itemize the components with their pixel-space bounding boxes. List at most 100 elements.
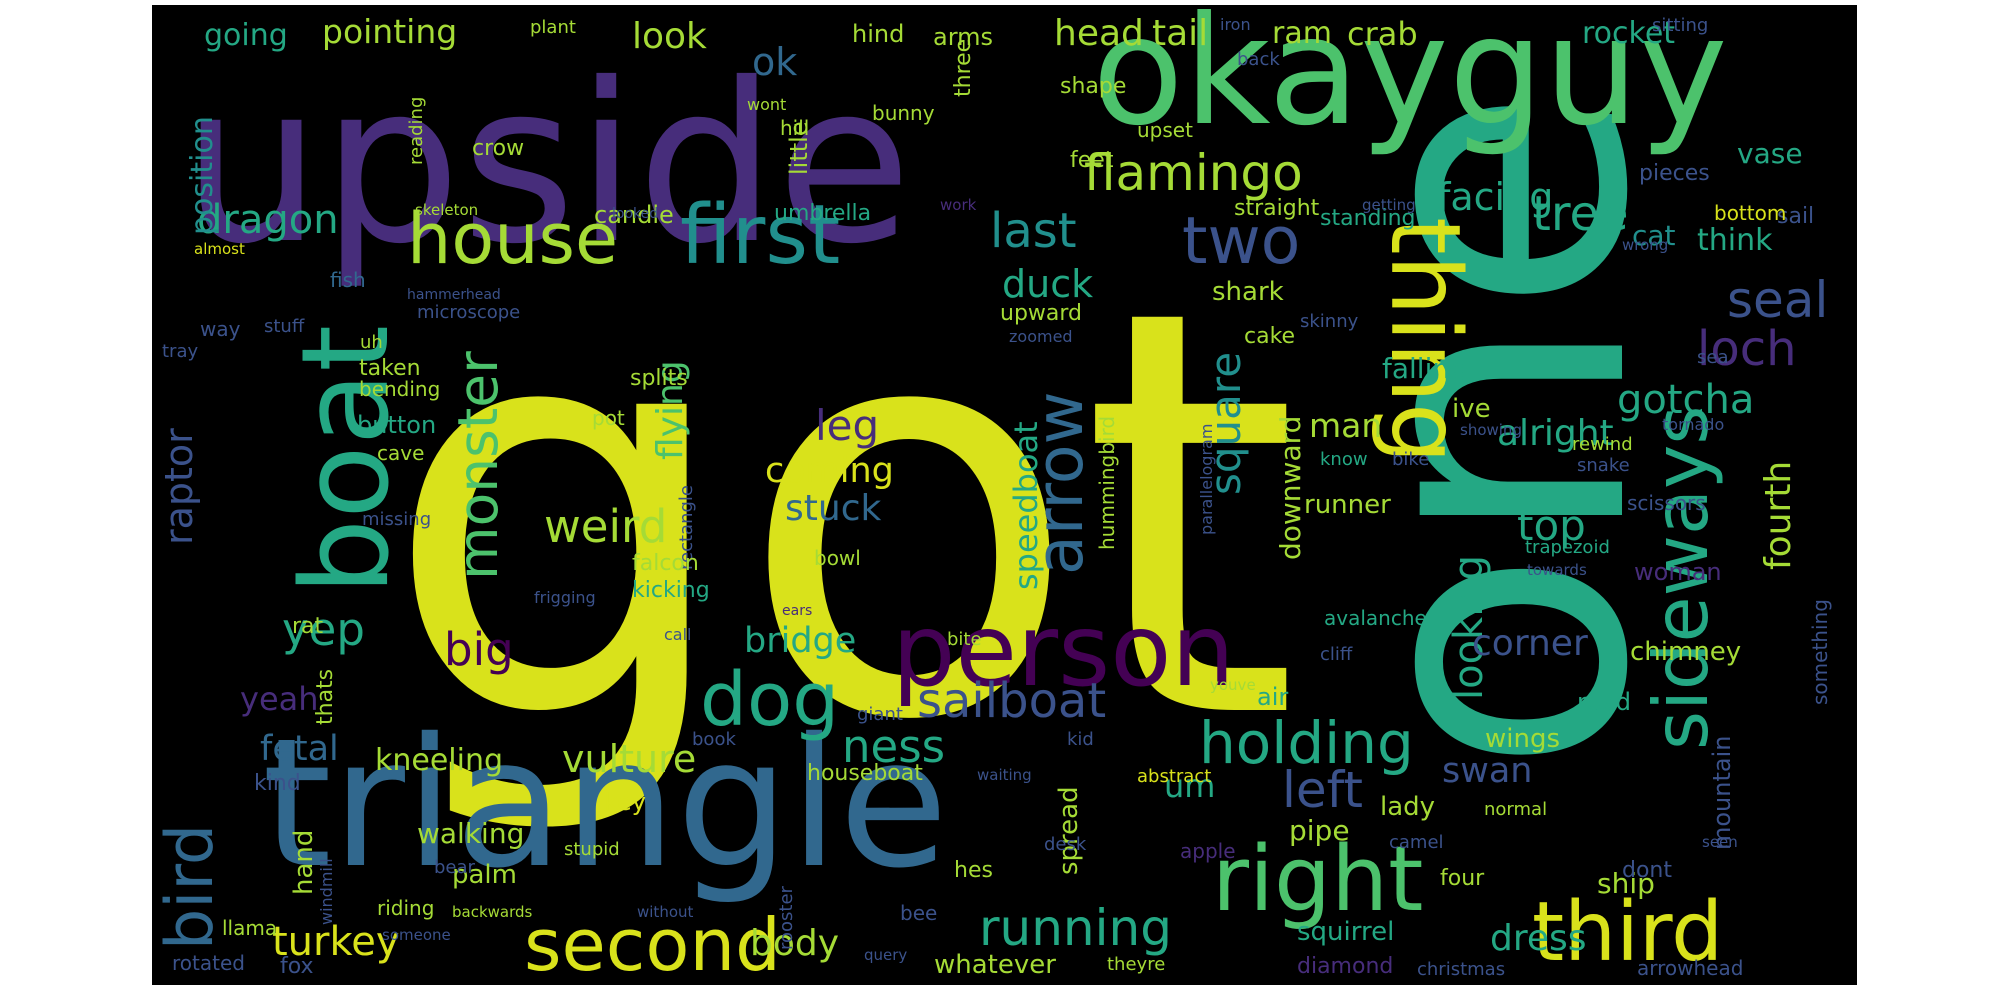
- word-weird: weird: [544, 500, 667, 553]
- word-got: got: [382, 191, 1300, 843]
- word-leg: leg: [815, 401, 879, 450]
- word-boat: boat: [277, 325, 416, 595]
- word-sailboat: sailboat: [917, 673, 1106, 729]
- word-book: book: [692, 729, 736, 750]
- word-reading: reading: [406, 97, 427, 165]
- word-square: square: [1201, 352, 1250, 495]
- word-dog: dog: [700, 657, 839, 743]
- word-four: four: [1440, 866, 1485, 891]
- word-windmill: windmill: [317, 858, 336, 925]
- word-normal: normal: [1484, 799, 1547, 820]
- word-getting: getting: [1362, 196, 1416, 214]
- word-um: um: [1164, 767, 1215, 805]
- word-call: call: [664, 625, 692, 644]
- word-way: way: [200, 317, 241, 341]
- word-sitting: sitting: [1652, 15, 1708, 36]
- word-fetal: fetal: [260, 729, 339, 769]
- word-candle: candle: [594, 201, 674, 229]
- word-bowl: bowl: [814, 546, 861, 570]
- word-rotated: rotated: [172, 951, 245, 975]
- word-ears: ears: [782, 603, 812, 619]
- word-cake: cake: [1244, 324, 1295, 349]
- word-rocket: rocket: [1582, 16, 1675, 51]
- word-trapezoid: trapezoid: [1525, 537, 1610, 558]
- word-hind: hind: [852, 20, 904, 48]
- word-thing: thing: [1369, 217, 1481, 464]
- word-speedboat: speedboat: [1007, 421, 1045, 590]
- word-something: something: [1808, 599, 1832, 705]
- word-fox: fox: [280, 954, 314, 979]
- word-coming: coming: [765, 451, 894, 491]
- word-theyre: theyre: [1107, 954, 1165, 975]
- word-waiting: waiting: [977, 766, 1032, 784]
- word-top: top: [1517, 501, 1586, 550]
- word-almost: almost: [194, 240, 245, 258]
- word-youve: youve: [1210, 676, 1256, 694]
- word-llama: llama: [222, 916, 277, 940]
- word-backwards: backwards: [452, 903, 533, 921]
- word-without: without: [637, 903, 694, 921]
- word-tray: tray: [162, 341, 198, 362]
- word-bite: bite: [947, 629, 982, 650]
- word-splits: splits: [630, 366, 688, 391]
- word-rewind: rewind: [1572, 434, 1633, 455]
- word-third: third: [1532, 885, 1723, 980]
- word-duck: duck: [1002, 262, 1093, 306]
- cloud-background: [152, 5, 1857, 985]
- word-arrow: arrow: [1023, 391, 1098, 575]
- word-palm: palm: [452, 860, 517, 890]
- word-body: body: [750, 923, 839, 964]
- word-bike: bike: [1392, 449, 1429, 470]
- word-holding: holding: [1199, 709, 1414, 777]
- word-thats: thats: [313, 669, 338, 725]
- word-kneeling: kneeling: [375, 743, 503, 778]
- word-upset: upset: [1137, 118, 1193, 142]
- word-frigging: frigging: [534, 588, 596, 607]
- word-feet: feet: [1070, 148, 1114, 173]
- word-mountain: mountain: [1708, 736, 1736, 850]
- word-rat: rat: [292, 614, 324, 639]
- word-triangle: triangle: [262, 700, 948, 907]
- word-left: left: [1282, 761, 1363, 819]
- word-first: first: [680, 188, 840, 283]
- word-tail: tail: [1152, 13, 1208, 54]
- word-gotcha: gotcha: [1617, 377, 1754, 423]
- word-standing: standing: [1320, 206, 1416, 231]
- word-bending: bending: [359, 377, 440, 401]
- word-swan: swan: [1442, 751, 1533, 791]
- word-yep: yep: [282, 603, 365, 656]
- word-walking: walking: [417, 817, 524, 850]
- word-shark: shark: [1212, 277, 1284, 307]
- word-bee: bee: [900, 901, 937, 925]
- word-raptor: raptor: [157, 428, 201, 545]
- word-spread: spread: [1054, 786, 1084, 875]
- word-key: key: [604, 788, 646, 816]
- word-houseboat: houseboat: [807, 761, 923, 786]
- word-microscope: microscope: [417, 302, 520, 323]
- word-running: running: [979, 899, 1172, 957]
- word-tree: tree: [1532, 186, 1629, 242]
- word-rooster: rooster: [776, 885, 797, 950]
- word-chimney: chimney: [1630, 637, 1741, 667]
- word-crow: crow: [472, 136, 524, 161]
- word-plant: plant: [530, 17, 576, 38]
- word-camel: camel: [1389, 832, 1444, 853]
- word-pipe: pipe: [1289, 814, 1350, 847]
- word-stupid: stupid: [564, 839, 620, 860]
- word-upside: upside: [182, 36, 912, 292]
- word-bottom: bottom: [1714, 201, 1786, 225]
- word-crab: crab: [1347, 15, 1418, 53]
- word-okayguy: okayguy: [1092, 5, 1728, 159]
- word-squirrel: squirrel: [1297, 917, 1394, 947]
- word-seal: seal: [1727, 271, 1828, 329]
- word-runner: runner: [1304, 490, 1391, 520]
- word-apple: apple: [1180, 839, 1236, 863]
- word-whatever: whatever: [934, 950, 1056, 980]
- word-shape: shape: [1060, 74, 1126, 99]
- word-air: air: [1257, 683, 1288, 711]
- word-dragon: dragon: [197, 197, 339, 243]
- word-fourth: fourth: [1758, 461, 1799, 570]
- word-pointing: pointing: [322, 12, 457, 51]
- word-downward: downward: [1274, 416, 1307, 560]
- word-sea: sea: [1697, 347, 1728, 368]
